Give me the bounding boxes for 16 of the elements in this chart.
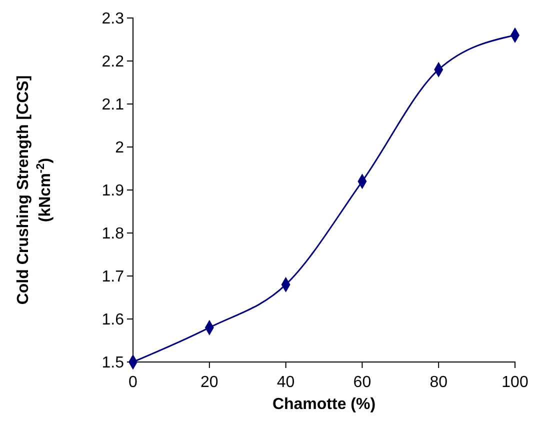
x-tick-label: 100 bbox=[502, 374, 528, 391]
x-tick-label: 20 bbox=[200, 374, 218, 391]
x-tick-label: 40 bbox=[276, 374, 295, 391]
y-tick-label: 2 bbox=[115, 140, 124, 157]
y-tick-label: 1.8 bbox=[102, 226, 124, 243]
y-tick-label: 1.6 bbox=[102, 312, 124, 329]
y-tick-label: 2.3 bbox=[102, 10, 124, 28]
x-tick-label: 0 bbox=[128, 374, 138, 391]
x-tick-label: 80 bbox=[430, 374, 448, 391]
x-tick-label: 60 bbox=[353, 374, 372, 391]
y-tick-label: 1.7 bbox=[102, 268, 124, 286]
y-tick-label: 2.2 bbox=[102, 54, 124, 71]
y-tick-label: 1.9 bbox=[102, 182, 124, 200]
y-tick-label: 1.5 bbox=[102, 354, 124, 372]
y-tick-label: 2.1 bbox=[102, 96, 124, 114]
x-axis-title: Chamotte (%) bbox=[272, 396, 376, 413]
